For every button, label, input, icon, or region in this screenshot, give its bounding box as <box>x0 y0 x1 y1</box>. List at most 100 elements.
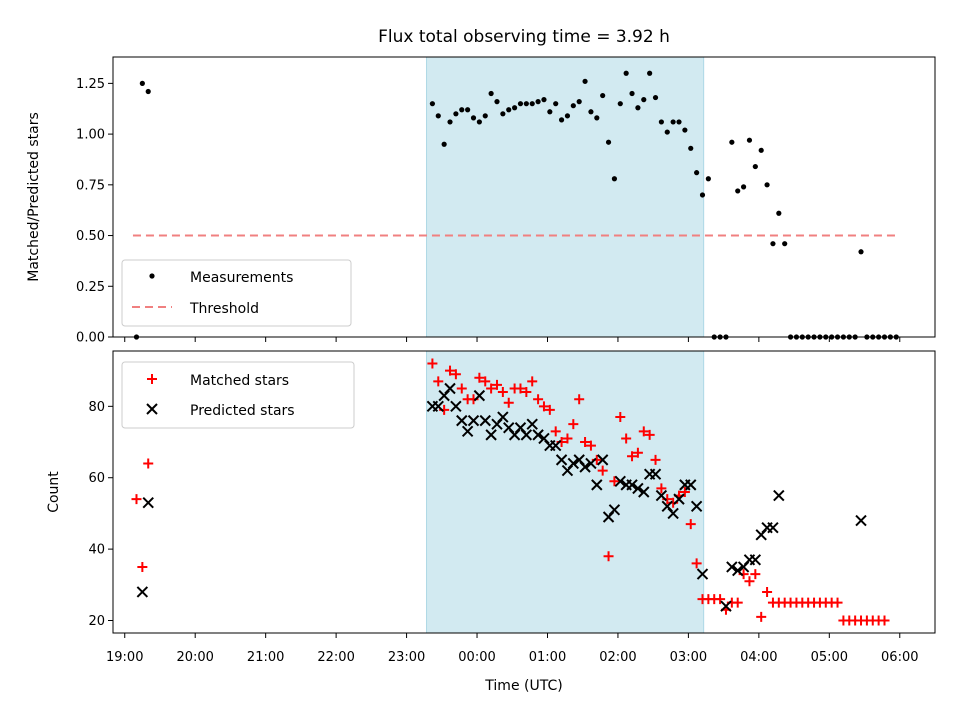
predicted-star-point <box>773 489 785 502</box>
predicted-star-point <box>632 482 644 495</box>
matched-star-point <box>486 383 497 394</box>
predicted-star-point <box>720 600 732 612</box>
measurement-point <box>688 145 694 151</box>
predicted-star-point <box>685 479 697 491</box>
ratio-axes-frame <box>112 56 936 338</box>
chart-title: Flux total observing time = 3.92 h <box>378 27 670 47</box>
y-tick-label: 0.75 <box>76 178 105 193</box>
predicted-star-point <box>479 414 491 427</box>
predicted-star-point <box>432 400 444 413</box>
predicted-legend-label: Predicted stars <box>190 403 295 419</box>
matched-star-point <box>544 404 555 415</box>
measurement-point <box>647 70 653 76</box>
measurement-point <box>623 70 629 76</box>
measurements-legend-marker <box>149 273 155 279</box>
matched-star-point <box>879 615 890 626</box>
matched-star-point <box>744 576 755 587</box>
measurement-point <box>488 90 494 97</box>
x-tick-label: 06:00 <box>881 650 918 665</box>
matched-star-point <box>491 379 502 390</box>
predicted-star-point <box>596 454 609 466</box>
matched-star-point <box>527 376 538 387</box>
matched-star-point <box>679 487 690 497</box>
measurement-point <box>547 109 553 115</box>
y-tick-label: 0.50 <box>76 229 105 244</box>
matched-star-point <box>609 476 620 487</box>
matched-star-point <box>427 358 438 369</box>
predicted-star-point <box>467 414 480 427</box>
matched-star-point <box>756 611 767 622</box>
predicted-star-point <box>450 400 462 413</box>
predicted-star-point <box>696 568 709 580</box>
predicted-star-point <box>520 429 533 441</box>
observing-window-top <box>426 56 705 338</box>
matched-star-point <box>603 551 614 562</box>
predicted-star-point <box>549 439 562 452</box>
measurement-point <box>465 107 471 113</box>
matched-star-point <box>615 412 626 423</box>
measurement-point <box>453 111 459 117</box>
measurement-point <box>139 80 145 86</box>
measurement-point <box>752 163 758 170</box>
matched-star-point <box>515 383 526 394</box>
matched-star-point <box>685 519 696 530</box>
measurement-point <box>429 101 436 107</box>
measurement-point <box>541 97 547 103</box>
x-tick-label: 21:00 <box>247 650 284 665</box>
matched-star-point <box>585 440 596 451</box>
measurement-point <box>494 99 500 105</box>
matched-star-point <box>656 483 667 494</box>
measurement-point <box>470 115 477 121</box>
measurement-point <box>705 176 711 182</box>
measurement-point <box>782 241 788 247</box>
measurement-point <box>699 192 706 198</box>
y-tick-label: 0.00 <box>76 331 105 346</box>
matched-star-point <box>456 383 467 394</box>
matched-star-point <box>580 437 591 448</box>
matched-star-point <box>750 569 761 580</box>
matched-star-point <box>474 372 485 383</box>
measurement-point <box>746 137 753 143</box>
measurement-point <box>740 184 747 190</box>
y-tick-label: 1.25 <box>76 77 105 92</box>
predicted-star-point <box>608 504 621 516</box>
matched-star-point <box>632 447 643 458</box>
measurement-point <box>512 105 518 111</box>
x-tick-label: 01:00 <box>529 650 566 665</box>
measurement-point <box>611 176 618 182</box>
predicted-legend-marker <box>146 403 158 415</box>
measurement-point <box>517 101 524 107</box>
measurement-point <box>641 97 647 103</box>
matched-star-point <box>521 387 532 398</box>
measurement-point <box>664 129 670 135</box>
matched-star-point <box>732 597 743 608</box>
matched-stars-series <box>131 358 890 626</box>
x-tick-label: 23:00 <box>388 650 425 665</box>
matched-star-point <box>433 376 444 387</box>
predicted-star-point <box>579 461 591 473</box>
ratio-legend-box <box>121 259 352 327</box>
measurement-point <box>652 94 659 101</box>
measurement-point <box>529 101 535 107</box>
x-axis-label: Time (UTC) <box>484 678 562 694</box>
count-panel: 20 40 60 80 19:00 20:00 21:00 22:00 23:00 00:00 0… <box>46 350 936 665</box>
y-tick-label: 0.25 <box>76 280 105 295</box>
measurement-point <box>735 188 741 194</box>
predicted-star-point <box>626 479 638 491</box>
measurement-point <box>576 99 582 105</box>
matched-star-point <box>131 494 142 505</box>
count-legend-box <box>121 361 355 429</box>
matched-star-point <box>480 376 491 387</box>
predicted-star-point <box>497 411 509 423</box>
matched-star-point <box>762 586 773 597</box>
matched-star-point <box>137 561 148 572</box>
predicted-legend-symbol <box>146 403 158 415</box>
measurement-point <box>476 119 482 125</box>
matched-star-point <box>832 597 843 608</box>
measurement-point <box>582 78 588 84</box>
x-tick-label: 00:00 <box>458 650 495 665</box>
measurement-point <box>617 101 623 107</box>
predicted-star-point <box>526 418 538 430</box>
predicted-star-point <box>855 514 867 527</box>
measurement-point <box>629 90 635 97</box>
